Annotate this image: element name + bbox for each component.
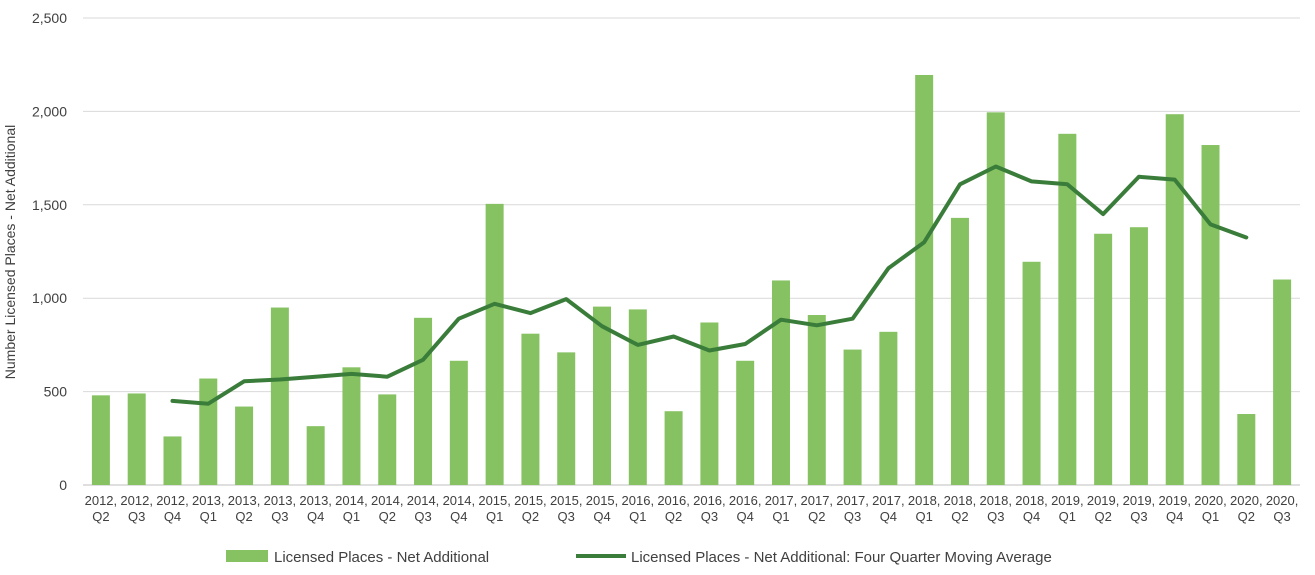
x-tick-label: 2013, Q1 (192, 493, 225, 524)
bar (163, 436, 182, 485)
y-tick-label: 1,500 (32, 197, 67, 213)
x-tick-label: 2014, Q2 (371, 493, 404, 524)
y-tick-label: 2,000 (32, 103, 67, 119)
bar (414, 317, 433, 485)
x-tick-label: 2019, Q1 (1051, 493, 1084, 524)
bar (1022, 261, 1041, 485)
legend: Licensed Places - Net Additional License… (226, 549, 1052, 566)
y-tick-label: 2,500 (32, 10, 67, 26)
bar (91, 395, 110, 485)
bar (771, 280, 790, 485)
bar (1058, 133, 1077, 486)
x-tick-label: 2015, Q4 (586, 493, 619, 524)
x-tick-label: 2018, Q1 (908, 493, 941, 524)
bar (127, 393, 146, 485)
bar (1237, 414, 1256, 485)
x-tick-label: 2019, Q4 (1158, 493, 1191, 524)
bar (378, 394, 397, 485)
bar (1094, 233, 1113, 485)
x-tick-label: 2012, Q4 (156, 493, 189, 524)
line-series (170, 164, 1249, 406)
bar (628, 309, 647, 485)
x-tick-label: 2017, Q4 (872, 493, 905, 524)
y-tick-label: 0 (59, 477, 67, 493)
x-tick-label: 2019, Q2 (1087, 493, 1120, 524)
bar (199, 378, 218, 485)
x-tick-label: 2014, Q4 (443, 493, 476, 524)
bar (342, 367, 361, 485)
bar (593, 306, 612, 485)
x-tick-label: 2015, Q1 (478, 493, 511, 524)
y-tick-label: 500 (44, 384, 68, 400)
legend-bar-label: Licensed Places - Net Additional (274, 549, 489, 566)
bar (1273, 279, 1292, 485)
bar (306, 426, 325, 485)
bar (449, 360, 468, 485)
bar-series (91, 74, 1292, 486)
bar (521, 333, 540, 485)
x-tick-label: 2016, Q4 (729, 493, 762, 524)
x-tick-label: 2018, Q2 (944, 493, 977, 524)
bar (664, 411, 683, 485)
bar (986, 112, 1005, 486)
x-tick-label: 2018, Q3 (979, 493, 1012, 524)
x-tick-label: 2014, Q1 (335, 493, 368, 524)
x-tick-label: 2017, Q1 (765, 493, 798, 524)
x-tick-label: 2015, Q3 (550, 493, 583, 524)
bar (1129, 227, 1148, 485)
gridlines (83, 17, 1300, 486)
bar (879, 331, 898, 485)
x-tick-label: 2020, Q3 (1266, 493, 1299, 524)
bar (557, 352, 576, 485)
x-tick-label: 2013, Q4 (299, 493, 332, 524)
x-tick-label: 2018, Q4 (1015, 493, 1048, 524)
x-tick-label: 2013, Q3 (264, 493, 297, 524)
bar (1201, 145, 1220, 486)
bar (235, 406, 254, 485)
bar (1165, 114, 1184, 486)
y-tick-label: 1,000 (32, 290, 67, 306)
x-tick-label: 2017, Q2 (801, 493, 834, 524)
x-tick-label: 2020, Q2 (1230, 493, 1263, 524)
x-tick-label: 2016, Q2 (657, 493, 690, 524)
bar (843, 349, 862, 485)
x-tick-label: 2013, Q2 (228, 493, 261, 524)
legend-line-label: Licensed Places - Net Additional: Four Q… (631, 549, 1052, 566)
x-tick-label: 2012, Q2 (85, 493, 118, 524)
legend-bar-swatch (226, 550, 268, 562)
y-axis-title: Number Licensed Places - Net Additional (2, 125, 18, 379)
bar (700, 322, 719, 485)
y-axis-ticks: 0 500 1,000 1,500 2,000 2,500 (32, 10, 67, 493)
bar (807, 315, 826, 485)
bar (915, 74, 934, 485)
x-tick-label: 2019, Q3 (1123, 493, 1156, 524)
bar (736, 360, 755, 485)
x-tick-label: 2017, Q3 (836, 493, 869, 524)
x-tick-label: 2016, Q3 (693, 493, 726, 524)
bar (270, 307, 289, 485)
x-tick-label: 2014, Q3 (407, 493, 440, 524)
moving-average-line (170, 164, 1249, 406)
x-tick-label: 2012, Q3 (120, 493, 153, 524)
x-tick-label: 2015, Q2 (514, 493, 547, 524)
x-tick-label: 2016, Q1 (622, 493, 655, 524)
bar (950, 217, 969, 485)
x-tick-label: 2020, Q1 (1194, 493, 1227, 524)
bar (485, 203, 504, 485)
